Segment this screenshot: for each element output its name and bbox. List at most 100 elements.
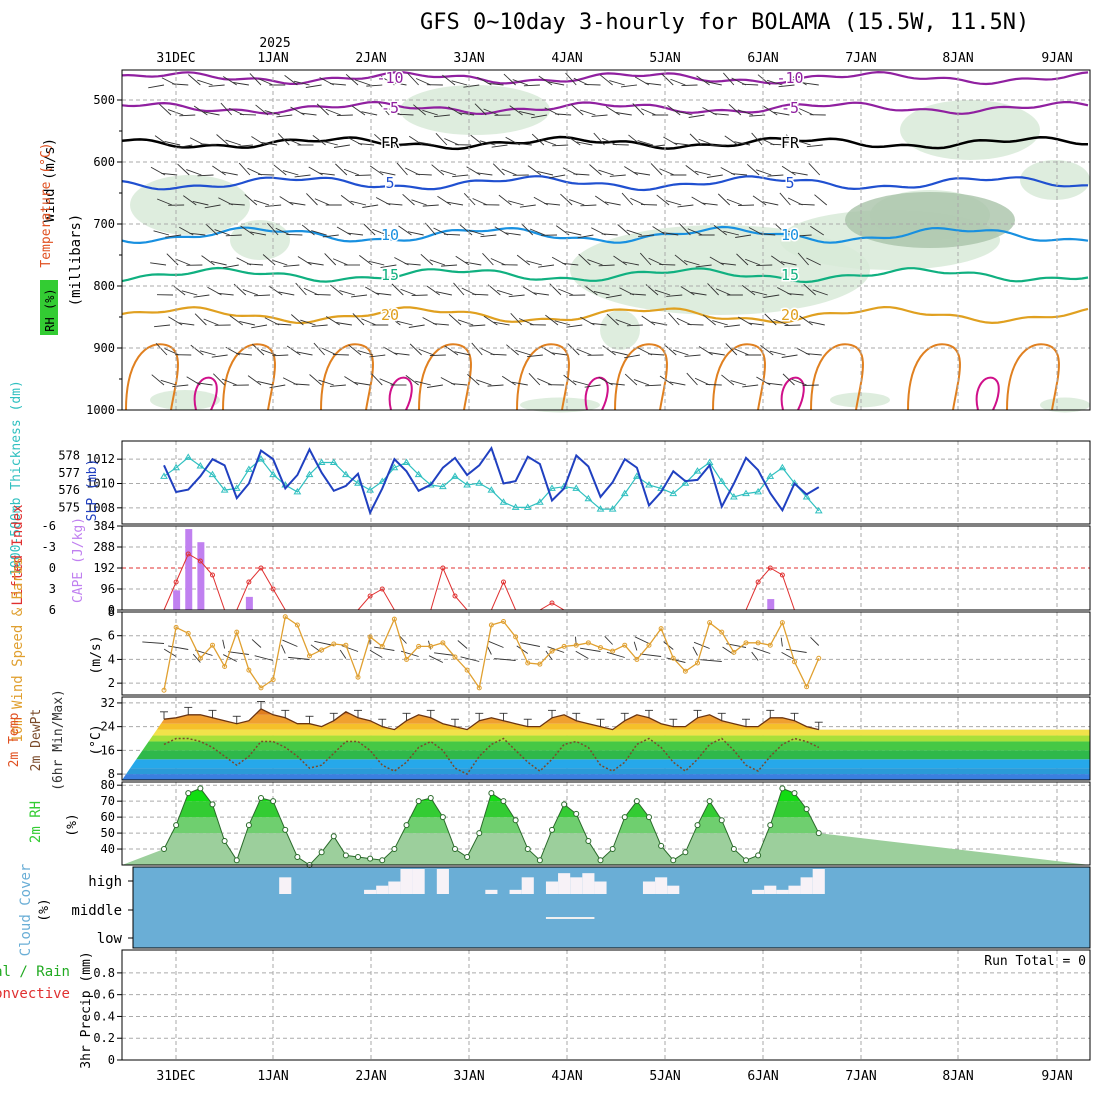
panel-frame <box>121 949 1091 1061</box>
lifted-index-point <box>367 593 373 599</box>
thickness-point <box>645 480 653 488</box>
rh-band <box>122 817 1090 834</box>
wind-barb <box>340 195 355 206</box>
wind-barb <box>715 288 731 296</box>
wind-barb <box>735 234 752 238</box>
wind10-point <box>331 641 337 647</box>
wind-barb <box>510 312 522 326</box>
panel-frame <box>121 781 1091 866</box>
wind-barb <box>369 354 386 358</box>
wind-barb <box>251 343 265 356</box>
wind-barb <box>569 199 585 206</box>
wind-barb <box>613 255 628 266</box>
tick-label: 8 <box>108 767 115 781</box>
wind-barb <box>329 384 346 387</box>
wind-barb <box>764 313 777 326</box>
wind-barb <box>798 108 814 116</box>
wind10-point <box>379 643 385 649</box>
wind-barb <box>497 289 513 296</box>
rh-point <box>767 822 774 829</box>
wind10-unit: (m/s) <box>89 635 104 674</box>
wind-barb <box>686 372 698 386</box>
wind-barb <box>471 342 483 356</box>
wind-barb <box>795 139 811 146</box>
wind-barb <box>393 352 410 356</box>
wind-barb <box>208 84 225 87</box>
wind-barb <box>212 165 226 176</box>
wind-barb <box>706 174 723 178</box>
wind-barb <box>599 74 613 86</box>
wind-barb <box>348 344 362 356</box>
wind-barb <box>322 234 339 238</box>
rh-point <box>197 785 204 792</box>
wind10-barb <box>634 636 650 644</box>
wind-barb <box>480 234 497 238</box>
cloud-high-bar <box>436 869 449 894</box>
wind10-barb <box>604 635 613 645</box>
wind-barb <box>731 173 748 176</box>
wind-barb <box>775 223 788 236</box>
lifted-index-tick: -6 <box>42 519 56 533</box>
wind-barb <box>448 106 463 116</box>
isotherm-30 <box>780 376 805 411</box>
wind-barb <box>694 377 710 386</box>
wind-barb <box>737 204 755 207</box>
wind-barb <box>674 254 688 266</box>
date-label-bottom: 8JAN <box>942 1069 973 1084</box>
wind-barb <box>638 234 655 237</box>
wind-barb <box>814 194 828 206</box>
wind-barb <box>620 84 637 88</box>
rh-point <box>245 822 252 829</box>
wind-barb <box>350 200 367 206</box>
wind-barb <box>175 258 191 266</box>
tick-label: 0.2 <box>93 1031 115 1045</box>
wind10-barb <box>369 649 383 658</box>
wind-barb <box>742 83 759 86</box>
wind-barb <box>199 350 216 356</box>
wind10-barb <box>282 639 298 647</box>
wind-barb <box>659 375 674 386</box>
wind-barb <box>806 144 823 148</box>
wind-barb <box>448 313 462 326</box>
wind-barb <box>275 323 292 326</box>
wind-barb <box>663 344 677 356</box>
wind10-point <box>440 640 446 646</box>
wind-barb <box>467 373 480 386</box>
wind-barb <box>177 163 190 176</box>
wind-barb <box>483 315 498 326</box>
wind10-point <box>598 645 603 651</box>
wind-barb <box>379 171 396 176</box>
wind10-barb <box>168 645 189 650</box>
wind-barb <box>594 195 609 206</box>
tick-label: 80 <box>101 778 115 792</box>
wind-axis-label: Wind (m/s) <box>42 138 58 222</box>
cloud-high-bar <box>485 889 498 894</box>
wind-barb <box>572 380 589 386</box>
rh-point <box>621 814 628 821</box>
wind-barb <box>463 192 476 206</box>
wind-barb <box>766 382 783 386</box>
wind-barb <box>374 133 387 146</box>
wind-barb <box>433 114 450 118</box>
thickness-point <box>232 484 241 491</box>
wind10-point <box>695 660 700 666</box>
wind10-point <box>270 677 276 683</box>
wind-barb <box>728 103 742 116</box>
wind-barb <box>418 348 434 356</box>
rh-axis-label: RH (%) <box>43 288 57 331</box>
wind-barb <box>688 114 705 118</box>
tick-label: 500 <box>93 93 115 107</box>
run-total: Run Total = 0 <box>984 954 1086 969</box>
temp-band <box>122 759 1090 769</box>
rh-point <box>355 854 361 861</box>
lifted-index-point <box>258 565 264 571</box>
wind-barb <box>685 165 699 176</box>
wind-barb <box>309 374 322 386</box>
thickness-tick: 577 <box>58 466 80 480</box>
tick-label: 192 <box>93 561 115 575</box>
rh-shading <box>830 392 890 408</box>
cloud-high-bar <box>376 885 389 894</box>
wind-barb <box>540 139 557 146</box>
thickness-point <box>269 470 278 478</box>
wind-barb <box>253 294 271 297</box>
